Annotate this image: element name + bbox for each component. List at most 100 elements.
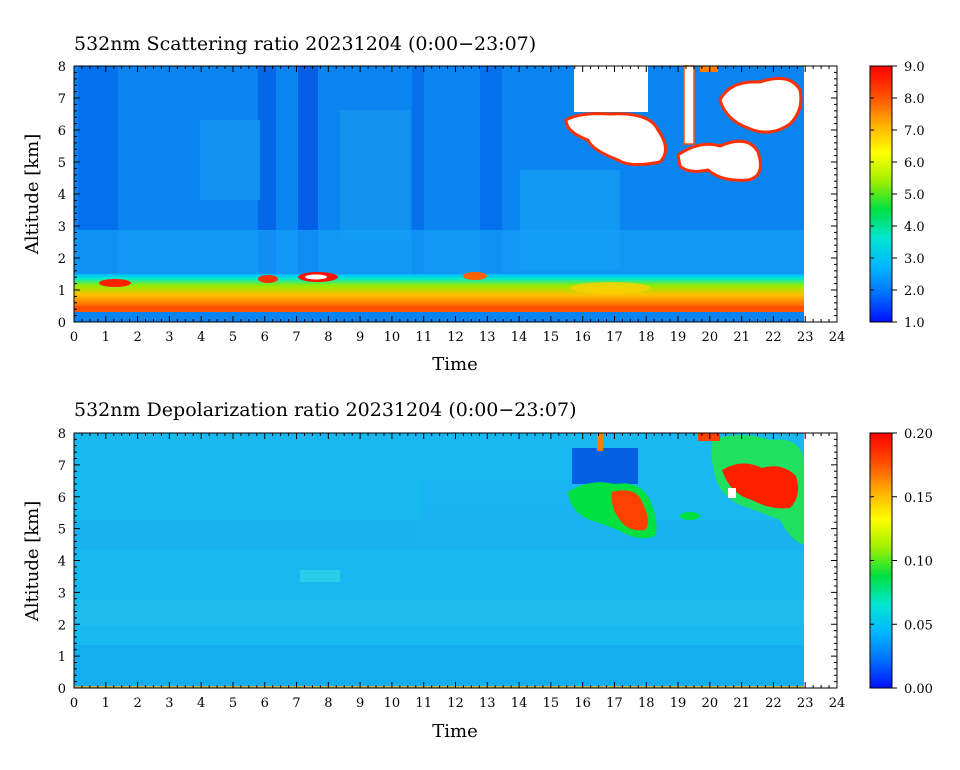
panel1-ytick-label: 3: [58, 220, 66, 235]
panel2-xtick-label: 5: [229, 696, 237, 711]
panel2-ytick-label: 5: [58, 523, 66, 538]
panel1-boundary-layer: [74, 272, 804, 312]
panel2-colorbar-ticks: 0.00 0.05 0.10 0.15 0.20: [870, 427, 933, 697]
panel2-ytick-label: 7: [58, 459, 66, 474]
panel2-xtick-label: 0: [70, 696, 78, 711]
panel2-ytick-label: 6: [58, 491, 66, 506]
panel1-saturated-column: [683, 65, 695, 145]
panel1-plot-area: 0 1 2 3 4 5 6 7 8 9 10 11 12 13 14 15 16 17 18 19 20 21 22 23 24…: [58, 60, 846, 345]
panel2-xtick-label: 20: [702, 696, 719, 711]
panel2-xtick-label: 24: [829, 696, 846, 711]
panel2-xtick-label: 17: [606, 696, 623, 711]
panel2-xlabel: Time: [432, 721, 477, 742]
panel1-vertical-streaks: [78, 66, 620, 276]
panel2-cloud-features: [568, 433, 804, 545]
panel1-xtick-label: 22: [765, 330, 782, 345]
panel2-title: 532nm Depolarization ratio 20231204 (0:0…: [74, 399, 576, 421]
panel1-xtick-label: 20: [702, 330, 719, 345]
panel1-xtick-label: 4: [197, 330, 205, 345]
panel2-ytick-label: 1: [58, 650, 66, 665]
panel2-frame: [73, 432, 838, 689]
panel1-colorbar-label: 2.0: [904, 284, 925, 299]
panel1-colorbar-ticks: 1.0 2.0 3.0 4.0 5.0 6.0 7.0 8.0 9.0: [870, 60, 925, 331]
panel2-colorbar-label: 0.10: [904, 555, 933, 570]
panel1-xtick-label: 17: [606, 330, 623, 345]
panel2-ice-cloud-1-core: [611, 490, 648, 531]
panel1-top-patch: [700, 66, 718, 72]
panel1-colorbar-label: 8.0: [904, 92, 925, 107]
panel1-xtick-label: 2: [133, 330, 141, 345]
panel2-colorbar: 0.00 0.05 0.10 0.15 0.20: [869, 427, 933, 697]
panel1-cloud-features: [564, 65, 803, 182]
panel1-ytick-label: 6: [58, 124, 66, 139]
panel2-xtick-label: 8: [324, 696, 332, 711]
panel1-ytick-label: 1: [58, 284, 66, 299]
panel2-xtick-label: 15: [543, 696, 560, 711]
panel2-ytick-label: 8: [58, 427, 66, 442]
panel2-xtick-label: 22: [765, 696, 782, 711]
panel1-xtick-label: 10: [384, 330, 401, 345]
panel2-xtick-label: 4: [197, 696, 205, 711]
panel2-top-marker: [597, 433, 603, 451]
panel1-xtick-label: 12: [447, 330, 464, 345]
panel2-ice-cloud-2-gap: [728, 488, 736, 498]
panel1-ytick-label: 0: [58, 316, 66, 331]
panel2-dark-cloud-top: [572, 448, 638, 484]
panel1-xtick-label: 16: [574, 330, 591, 345]
panel1-title: 532nm Scattering ratio 20231204 (0:00−23…: [74, 33, 536, 55]
panel1-ylabel: Altitude [km]: [22, 134, 43, 256]
panel2-xtick-label: 7: [292, 696, 300, 711]
panel2-xtick-label: 23: [797, 696, 814, 711]
panel1-ytick-label: 7: [58, 92, 66, 107]
panel1-xtick-label: 13: [479, 330, 496, 345]
panel2-xtick-label: 18: [638, 696, 655, 711]
panel1-xtick-label: 24: [829, 330, 846, 345]
panel1-cloud-3: [718, 76, 803, 134]
panel1-colorbar-label: 5.0: [904, 188, 925, 203]
panel1-xtick-label: 18: [638, 330, 655, 345]
panel2-xtick-label: 6: [261, 696, 269, 711]
depolarization-ratio-panel: 532nm Depolarization ratio 20231204 (0:0…: [22, 399, 933, 742]
panel2-xtick-label: 16: [574, 696, 591, 711]
panel1-colorbar: 1.0 2.0 3.0 4.0 5.0 6.0 7.0 8.0 9.0: [869, 60, 925, 331]
panel1-xtick-label: 0: [70, 330, 78, 345]
panel2-ytick-label: 3: [58, 586, 66, 601]
panel1-xtick-label: 8: [324, 330, 332, 345]
panel1-xtick-label: 11: [415, 330, 432, 345]
panel1-xtick-label: 21: [733, 330, 750, 345]
panel1-colorbar-label: 9.0: [904, 60, 925, 75]
panel1-colorbar-label: 4.0: [904, 220, 925, 235]
panel2-xtick-label: 19: [670, 696, 687, 711]
panel1-xlabel: Time: [432, 354, 477, 375]
panel2-ylabel: Altitude [km]: [22, 501, 43, 623]
panel1-xtick-label: 7: [292, 330, 300, 345]
panel1-ytick-label: 8: [58, 60, 66, 75]
panel2-colorbar-label: 0.05: [904, 618, 933, 633]
panel1-clear-sky-lower: [74, 230, 804, 280]
panel2-ytick-label: 2: [58, 618, 66, 633]
panel1-xtick-label: 5: [229, 330, 237, 345]
panel2-xtick-label: 13: [479, 696, 496, 711]
panel2-ytick-label: 0: [58, 682, 66, 697]
panel2-xtick-label: 11: [415, 696, 432, 711]
panel1-colorbar-label: 1.0: [904, 316, 925, 331]
panel2-plot-area: 0 1 2 3 4 5 6 7 8 9 10 11 12 13 14 15 16 17 18 19 20 21 22 23 24…: [58, 427, 846, 711]
scattering-ratio-panel: 532nm Scattering ratio 20231204 (0:00−23…: [22, 33, 925, 375]
panel1-ytick-label: 2: [58, 252, 66, 267]
panel1-xtick-label: 3: [165, 330, 173, 345]
panel2-xtick-label: 12: [447, 696, 464, 711]
panel1-xtick-label: 23: [797, 330, 814, 345]
panel2-xtick-label: 3: [165, 696, 173, 711]
panel1-ytick-label: 4: [58, 188, 66, 203]
panel2-colorbar-label: 0.20: [904, 427, 933, 442]
panel1-saturated-region: [574, 66, 648, 112]
panel1-xtick-label: 19: [670, 330, 687, 345]
panel2-axes: 0 1 2 3 4 5 6 7 8 9 10 11 12 13 14 15 16 17 18 19 20 21 22 23 24…: [58, 427, 846, 711]
panel2-xtick-label: 9: [356, 696, 364, 711]
panel2-xtick-label: 21: [733, 696, 750, 711]
panel2-xtick-label: 1: [102, 696, 110, 711]
panel2-top-patch: [698, 433, 720, 441]
panel1-xtick-label: 15: [543, 330, 560, 345]
panel1-colorbar-label: 3.0: [904, 252, 925, 267]
